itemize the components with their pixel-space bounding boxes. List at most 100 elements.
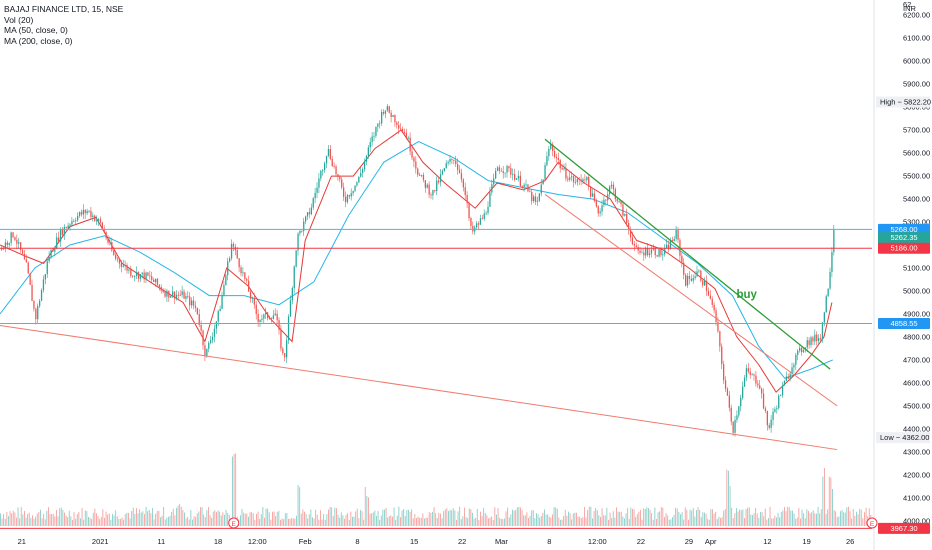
time-scale[interactable]: 21 2021 11 18 12:00 Feb 8 15 22 Mar 8 12:00 22 29 Apr 1… [18, 537, 855, 546]
volume-bar [691, 510, 693, 526]
candle-body [571, 176, 573, 178]
earnings-event-label: E [232, 521, 237, 528]
volume-bar [780, 512, 782, 526]
volume-bar [638, 511, 640, 526]
volume-bar [502, 519, 504, 526]
candle-body [303, 221, 305, 232]
trend-line-red-long-support[interactable] [0, 324, 838, 451]
candle-body [561, 168, 563, 170]
candle-body [238, 258, 240, 268]
volume-bar [372, 512, 374, 526]
horizontal-levels[interactable] [0, 228, 872, 529]
volume-bar [116, 516, 118, 526]
volume-bar [321, 519, 323, 526]
candle-body [599, 211, 601, 214]
candle-body [799, 347, 801, 351]
candle-body [206, 348, 208, 357]
volume-bar [446, 508, 448, 526]
volume-bar [296, 515, 297, 526]
volume-bar [176, 507, 177, 526]
trend-line-green-resistance[interactable] [544, 138, 831, 370]
trend-line-red-lower-channel[interactable] [544, 194, 838, 407]
candle-body [42, 279, 45, 291]
y-tick-label: 5300.00 [903, 218, 930, 227]
volume-bar [128, 512, 129, 526]
earnings-event-icon[interactable] [228, 517, 240, 529]
candle-body [565, 167, 567, 179]
candle-body [263, 314, 265, 319]
candle-body [491, 184, 493, 193]
volume-bar [281, 518, 283, 526]
volume-bar [524, 515, 526, 526]
legend-ma-200[interactable]: MA (200, close, 0) [4, 35, 73, 46]
candle-body [202, 330, 204, 346]
volume-bar [356, 508, 358, 526]
candle-body [325, 155, 328, 164]
volume-bar [286, 512, 288, 526]
candle-body [143, 272, 145, 280]
candle-body [373, 135, 375, 137]
volume-bar [470, 509, 472, 526]
volume-bar [142, 511, 144, 526]
candle-body [198, 314, 200, 326]
candle-body [162, 290, 164, 293]
legend-ma-50[interactable]: MA (50, close, 0) [4, 25, 68, 35]
volume-bar [819, 513, 821, 526]
volume-bar [187, 516, 189, 526]
candle-body [664, 248, 666, 255]
volume-bar [529, 515, 531, 526]
candle-body [603, 199, 605, 206]
volume-bar [772, 518, 774, 526]
candle-body [422, 174, 425, 181]
volume-bar [518, 506, 520, 526]
candle-body [493, 178, 495, 185]
candle-body [154, 278, 157, 283]
volume-bar [622, 516, 624, 526]
candle-body [297, 233, 299, 251]
volume-bar [516, 507, 518, 526]
volume-bar [110, 519, 112, 526]
candle-body [781, 385, 784, 396]
candle-body [580, 179, 582, 182]
volume-bar [353, 516, 355, 526]
volume-bar [560, 519, 561, 526]
price-scale[interactable]: 4000.00 4100.00 4200.00 4300.00 4400.00 4500.… [903, 4, 930, 525]
volume-bar [755, 507, 757, 526]
volume-bar [859, 508, 861, 526]
candle-body [508, 166, 510, 169]
volume-bar [505, 511, 507, 526]
legend-symbol[interactable]: BAJAJ FINANCE LTD, 15, NSE [4, 4, 124, 14]
candle-body [523, 184, 525, 188]
volume-bar [358, 518, 360, 526]
volume-bar [852, 508, 854, 526]
volume-bar [113, 515, 115, 526]
volume-bar [513, 510, 515, 526]
candle-body [732, 421, 734, 433]
candle-body [48, 256, 50, 262]
volume-bar [654, 507, 656, 526]
candle-body [656, 255, 658, 257]
volume-bar [52, 513, 54, 526]
candle-body [553, 151, 556, 157]
volume-bar [587, 510, 589, 526]
candle-body [276, 313, 278, 321]
volume-bar [38, 511, 40, 526]
candle-body [515, 178, 518, 180]
trend-lines[interactable] [0, 138, 838, 451]
volume-bar [820, 509, 822, 526]
candle-body [204, 345, 206, 357]
legend-volume[interactable]: Vol (20) [4, 14, 34, 25]
volume-bar [777, 512, 779, 526]
volume-bar [750, 514, 752, 526]
volume-bar [403, 508, 405, 526]
candle-body [439, 174, 442, 183]
volume-bar [548, 516, 550, 526]
volume-bar [731, 507, 733, 526]
candle-body [33, 300, 35, 309]
volume-bar [684, 507, 686, 526]
earnings-event-icon[interactable] [866, 517, 878, 529]
volume-bar [547, 514, 549, 526]
volume-bar [624, 518, 625, 526]
